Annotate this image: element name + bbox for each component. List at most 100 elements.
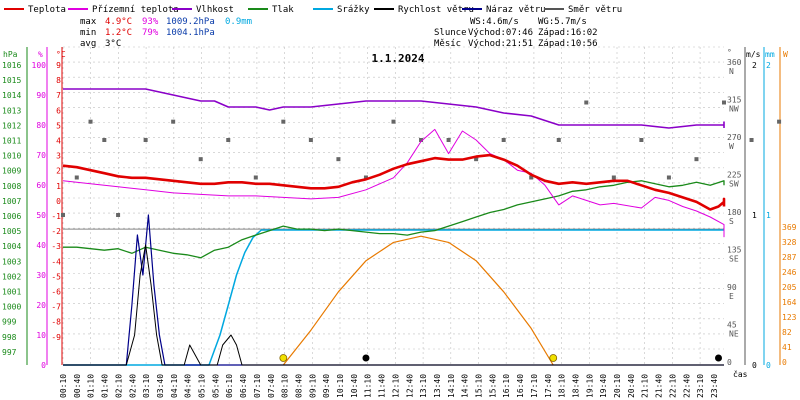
pressure-tick-label: 1006 xyxy=(2,212,21,221)
time-tick-label: 01:40 xyxy=(101,374,110,398)
rain-tick-label: 1 xyxy=(766,211,771,220)
direction-name-label: W xyxy=(729,142,734,151)
stats-row-label: min xyxy=(80,28,96,38)
time-tick-label: 07:40 xyxy=(267,374,276,398)
solar-tick-label: 164 xyxy=(782,298,797,307)
wind-direction-point xyxy=(529,175,534,180)
wind-direction-point xyxy=(391,119,396,124)
info-moon-set: Západ:10:56 xyxy=(538,39,598,49)
humidity-tick-label: 0 xyxy=(41,361,46,370)
direction-tick-label: 225 xyxy=(727,171,742,180)
series-pressure xyxy=(63,180,725,259)
temperature-axis-title: °C xyxy=(56,50,66,59)
stats-temp: 3°C xyxy=(105,39,121,49)
wind-direction-point xyxy=(584,100,589,105)
series-rain xyxy=(63,229,724,366)
pressure-tick-label: 1011 xyxy=(2,137,21,146)
info-sun-rise: Východ:07:46 xyxy=(468,28,533,38)
temperature-tick-label: 0 xyxy=(56,197,61,206)
wind-direction-point xyxy=(363,175,368,180)
pressure-tick-label: 1009 xyxy=(2,167,21,176)
direction-axis-title: ° xyxy=(727,48,732,57)
pressure-tick-label: 999 xyxy=(2,318,17,327)
time-tick-label: 16:40 xyxy=(516,374,525,398)
time-tick-label: 01:10 xyxy=(87,374,96,398)
wind-direction-point xyxy=(639,138,644,142)
wind-direction-point xyxy=(611,175,616,180)
time-tick-label: 06:40 xyxy=(239,374,248,398)
direction-tick-label: 0 xyxy=(727,358,732,367)
info-moon-label: Měsíc xyxy=(434,39,461,49)
temperature-tick-label: -3 xyxy=(51,242,61,251)
direction-name-label: SW xyxy=(729,180,739,189)
sun-marker xyxy=(549,354,558,362)
wind-direction-point xyxy=(722,100,726,105)
temperature-tick-label: -4 xyxy=(51,257,61,266)
wind-direction-point xyxy=(474,157,479,162)
wind-tick-label: 0 xyxy=(752,361,757,370)
time-tick-label: 12:40 xyxy=(405,374,414,398)
time-tick-label: 18:40 xyxy=(571,374,580,398)
humidity-tick-label: 30 xyxy=(36,271,46,280)
info-sun-set: Západ:16:02 xyxy=(538,28,598,38)
time-tick-label: 00:10 xyxy=(59,374,68,398)
temperature-tick-label: -5 xyxy=(51,272,61,281)
solar-tick-label: 369 xyxy=(782,223,797,232)
temperature-tick-label: 7 xyxy=(56,91,61,100)
time-tick-label: 02:40 xyxy=(128,374,137,398)
solar-tick-label: 287 xyxy=(782,253,797,262)
pressure-tick-label: 1007 xyxy=(2,197,21,206)
legend-label: Srážky xyxy=(337,5,370,15)
stats-row-label: max xyxy=(80,17,97,27)
pressure-tick-label: 1003 xyxy=(2,257,21,266)
time-tick-label: 14:40 xyxy=(461,374,470,398)
time-tick-label: 03:40 xyxy=(156,374,165,398)
direction-tick-label: 360 xyxy=(727,58,742,67)
temperature-tick-label: 3 xyxy=(56,152,61,161)
rain-tick-label: 2 xyxy=(766,61,771,70)
moon-marker xyxy=(714,354,722,362)
solar-axis-title: W xyxy=(783,50,788,59)
humidity-tick-label: 80 xyxy=(36,121,46,130)
wind-direction-point xyxy=(74,175,79,180)
stats-humidity: 79% xyxy=(142,28,159,38)
stats-pressure: 1009.2hPa xyxy=(166,17,215,27)
wind-direction-point xyxy=(88,119,93,124)
pressure-tick-label: 1005 xyxy=(2,227,21,236)
time-tick-label: 05:10 xyxy=(198,374,207,398)
time-tick-label: 15:40 xyxy=(488,374,497,398)
solar-tick-label: 328 xyxy=(782,238,797,247)
direction-tick-label: 45 xyxy=(727,321,737,330)
wind-direction-point xyxy=(336,157,341,162)
wind-direction-point xyxy=(749,138,754,142)
wind-direction-point xyxy=(281,119,286,124)
series-wind-gust xyxy=(63,214,724,366)
direction-name-label: N xyxy=(729,67,734,76)
temperature-tick-label: 2 xyxy=(56,167,61,176)
time-tick-label: 15:10 xyxy=(475,374,484,398)
humidity-axis-title: % xyxy=(38,50,43,59)
time-tick-label: 12:10 xyxy=(391,374,400,398)
wind-direction-point xyxy=(102,138,107,142)
time-tick-label: 18:10 xyxy=(558,374,567,398)
legend-label: Náraz větru xyxy=(486,5,546,15)
wind-direction-point xyxy=(419,138,424,142)
legend-label: Tlak xyxy=(272,5,294,15)
time-tick-label: 07:10 xyxy=(253,374,262,398)
moon-marker xyxy=(362,354,370,362)
direction-tick-label: 180 xyxy=(727,208,742,217)
time-tick-label: 17:40 xyxy=(544,374,553,398)
rain-tick-label: 0 xyxy=(766,361,771,370)
series-wind-speed xyxy=(63,244,724,366)
wind-direction-point xyxy=(226,138,231,142)
time-tick-label: 23:10 xyxy=(696,374,705,398)
humidity-tick-label: 50 xyxy=(36,211,46,220)
legend-label: Přízemní teplota xyxy=(92,5,179,15)
legend: Teplota Přízemní teplota Vlhkost Tlak Srážky… xyxy=(4,5,622,15)
humidity-tick-label: 20 xyxy=(36,301,46,310)
wind-direction-point xyxy=(143,138,148,142)
stats-panel: max 4.9°C 93% 1009.2hPa 0.9mm min 1.2°C 79% 1004… xyxy=(80,17,252,49)
pressure-tick-label: 1016 xyxy=(2,61,21,70)
wind-axis-title: m/s xyxy=(746,50,761,59)
series-humidity xyxy=(63,88,725,129)
